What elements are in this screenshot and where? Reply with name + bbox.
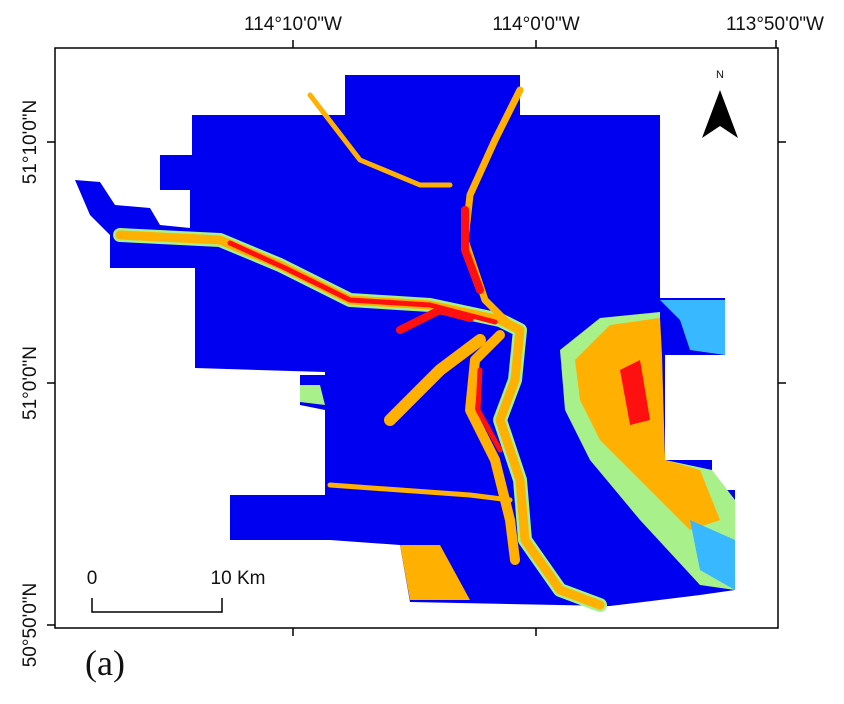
latitude-label: 51°10'0"N: [20, 100, 41, 185]
longitude-label: 114°0'0"W: [492, 14, 579, 35]
scale-label: 0: [87, 568, 98, 589]
river-channels: [113, 86, 607, 612]
classified-area: [75, 75, 735, 606]
scale-bar: [91, 598, 223, 613]
north-label: N: [716, 69, 724, 81]
longitude-label: 114°10'0"W: [244, 14, 342, 35]
scale-label: 10 Km: [211, 568, 266, 589]
latitude-label: 51°0'0"N: [20, 346, 41, 420]
longitude-label: 113°50'0"W: [726, 14, 824, 35]
frame-ticks: [47, 40, 786, 636]
latitude-label: 50°50'0"N: [20, 583, 41, 668]
north-arrow: [702, 90, 738, 138]
panel-label: (a): [85, 643, 125, 683]
